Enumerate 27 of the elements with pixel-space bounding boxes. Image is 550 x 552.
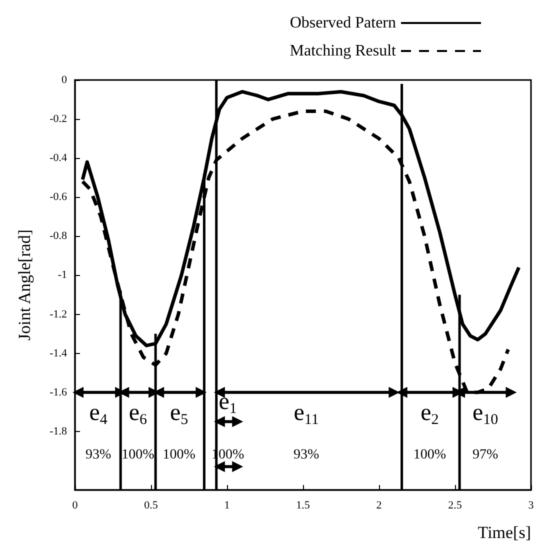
annotation: 100% <box>413 448 446 462</box>
x-tick-label: 0 <box>72 500 78 512</box>
x-tick-label: 1 <box>224 500 230 512</box>
y-tick-label: -0.4 <box>50 152 68 164</box>
legend-label: Observed Patern <box>290 14 396 32</box>
y-tick-label: -1.4 <box>50 347 68 360</box>
y-tick-label: -0.8 <box>50 230 68 242</box>
annotation: 97% <box>472 448 498 462</box>
y-tick-label: -0.2 <box>50 113 67 126</box>
annotation: 100% <box>162 448 196 462</box>
y-tick-label: -1.6 <box>50 386 68 398</box>
x-tick-label: 2.5 <box>448 500 462 512</box>
x-tick-label: 3 <box>528 500 534 512</box>
x-tick-label: 0.5 <box>144 500 158 512</box>
x-tick-label: 2 <box>376 500 382 512</box>
annotation: 93% <box>293 448 320 462</box>
x-axis-title: Time[s] <box>478 523 531 542</box>
x-tick-label: 1.5 <box>296 500 310 512</box>
annotation: 100% <box>122 448 155 462</box>
legend-label: Matching Result <box>290 42 397 60</box>
annotation: 93% <box>86 448 112 462</box>
y-tick-label: 0 <box>62 74 68 86</box>
y-tick-label: -1.8 <box>50 425 68 438</box>
y-axis-title: Joint Angle[rad] <box>15 230 34 340</box>
y-tick-label: -1.2 <box>50 308 67 320</box>
y-tick-label: -1 <box>58 269 67 282</box>
y-tick-label: -0.6 <box>50 191 68 204</box>
